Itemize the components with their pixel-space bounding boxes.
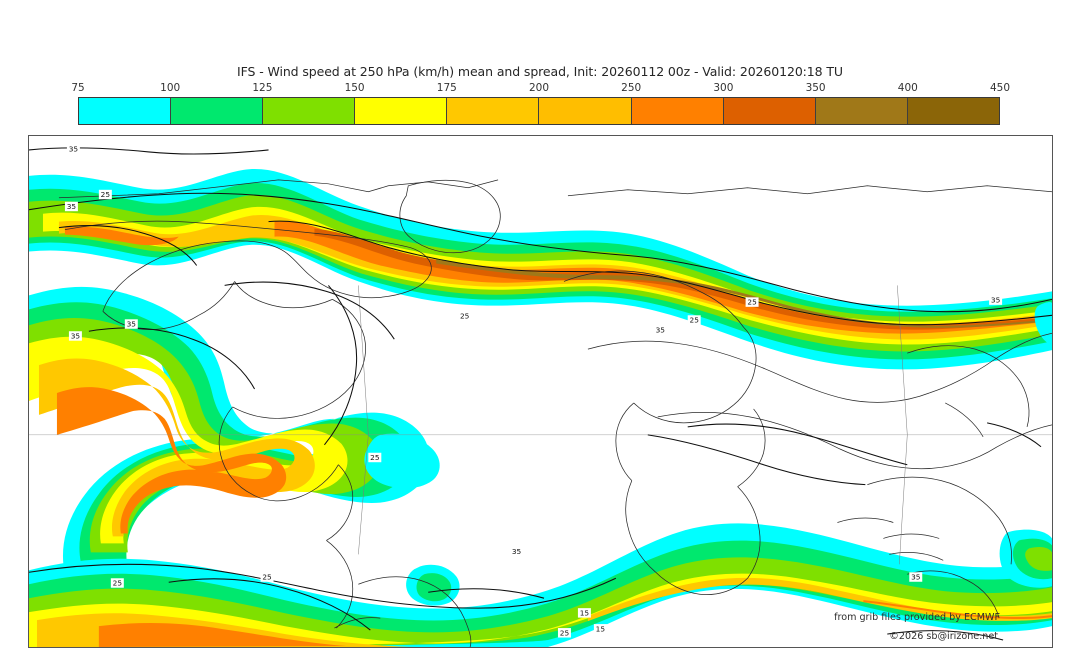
contour-25-nh-d [224,281,395,340]
svg-text:35: 35 [512,547,522,556]
contour-35-nh-i [987,422,1042,448]
colorbar: 75 100 125 150 175 200 250 300 350 400 450 [71,82,1010,125]
band-75-100-patch-a [364,433,440,489]
map-panel[interactable]: 35 25 35 35 35 25 25 35 25 35 25 25 35 2… [28,135,1053,648]
contour-label-25-c: 25 [687,315,701,325]
contour-labels: 35 25 35 35 35 25 25 35 25 35 25 25 35 2… [64,143,1003,638]
contour-label-25-d: 25 [745,297,759,307]
contour-label-25-h: 25 [110,578,124,588]
colorbar-tick-450: 450 [989,82,1011,94]
contour-label-35-g: 35 [510,546,524,556]
colorbar-bands [78,97,1000,125]
band-250-300-nh-branch [56,387,287,534]
colorbar-band-400-450 [907,98,999,124]
colorbar-band-75-100 [79,98,172,124]
contour-label-35-d: 35 [124,319,138,329]
contour-label-35-e: 35 [653,325,667,335]
contour-35-sh-b [168,578,371,631]
page-title: IFS - Wind speed at 250 hPa (km/h) mean … [237,64,843,79]
band-150-175-sh [29,573,1052,647]
colorbar-tick-100: 100 [160,82,181,94]
contour-label-25-e: 25 [368,452,382,463]
svg-text:25: 25 [262,573,272,582]
shaded-wind-field-sh [29,523,1052,647]
colorbar-band-100-125 [171,98,264,124]
colorbar-tick-125: 125 [252,82,273,94]
contour-label-25-a: 25 [98,189,112,200]
svg-text:35: 35 [991,296,1001,305]
band-350-400-nh [436,259,1052,328]
svg-text:25: 25 [101,190,111,199]
wind-speed-map[interactable]: 35 25 35 35 35 25 25 35 25 35 25 25 35 2… [29,136,1052,647]
spread-contours [29,147,1052,641]
colorbar-band-175-200 [447,98,540,124]
colorbar-band-150-175 [355,98,448,124]
colorbar-tick-labels: 75 100 125 150 175 200 250 300 350 400 450 [71,82,1010,96]
colorbar-band-200-250 [539,98,632,124]
colorbar-tick-400: 400 [897,82,918,94]
contour-label-25-g: 25 [260,572,274,582]
contour-35-nh-c [268,220,1052,326]
colorbar-tick-175: 175 [436,82,457,94]
svg-text:25: 25 [113,579,123,588]
contour-label-35-b: 35 [64,201,78,212]
band-175-200-nh-branch [38,358,315,537]
svg-text:35: 35 [127,320,137,329]
contour-label-15-b: 15 [593,624,607,634]
colorbar-band-300-350 [723,98,816,124]
svg-text:35: 35 [911,573,921,582]
colorbar-tick-250: 250 [621,82,642,94]
contour-25-sh-a [29,563,617,609]
svg-text:25: 25 [460,312,470,321]
contour-label-35-f: 35 [989,295,1003,305]
svg-text:25: 25 [560,628,570,637]
data-source-credit: from grib files provided by ECMWF [834,612,1000,623]
contour-label-15-a: 15 [577,608,591,618]
band-125-150-patch-c [1025,546,1052,571]
svg-text:35: 35 [67,202,77,211]
contour-35-nh-g [687,423,908,466]
contour-label-25-b: 25 [458,311,472,321]
colorbar-band-350-400 [815,98,908,124]
contour-35-sh-g [887,630,1004,641]
band-175-200-sh-east [587,577,1052,622]
colorbar-tick-300: 300 [713,82,734,94]
colorbar-tick-350: 350 [805,82,826,94]
contour-25-nh-f [324,285,358,446]
svg-text:15: 15 [596,624,606,633]
contour-25-nh-a [29,192,1052,313]
colorbar-band-250-300 [631,98,724,124]
contour-25-sh-f [428,588,545,599]
band-100-125-patch-b [416,573,452,602]
contour-35-nh-a [29,147,269,155]
contour-35-nh-b [58,225,198,266]
contour-25-nh-h [647,434,866,486]
contour-label-35-h: 35 [909,572,923,582]
svg-text:35: 35 [656,326,666,335]
contour-label-35-c: 35 [68,331,82,341]
svg-text:35: 35 [69,144,79,153]
colorbar-tick-75: 75 [71,82,85,94]
contour-35-nh-e [88,327,256,390]
svg-text:25: 25 [747,298,757,307]
contour-label-25-i: 25 [557,628,571,638]
band-250-300-nh-atlantic [64,226,179,246]
contour-label-35-a: 35 [66,143,80,154]
shaded-wind-field-secondary [29,286,430,575]
svg-text:35: 35 [71,332,81,341]
colorbar-band-125-150 [263,98,356,124]
band-250-300-sh-east [863,600,1052,620]
band-250-300-sh-west [98,622,347,647]
svg-text:15: 15 [580,609,590,618]
svg-text:25: 25 [370,453,380,462]
colorbar-tick-200: 200 [528,82,550,94]
copyright-credit: ©2026 sb@irizone.net [889,631,998,642]
colorbar-tick-150: 150 [344,82,365,94]
svg-text:25: 25 [690,316,700,325]
